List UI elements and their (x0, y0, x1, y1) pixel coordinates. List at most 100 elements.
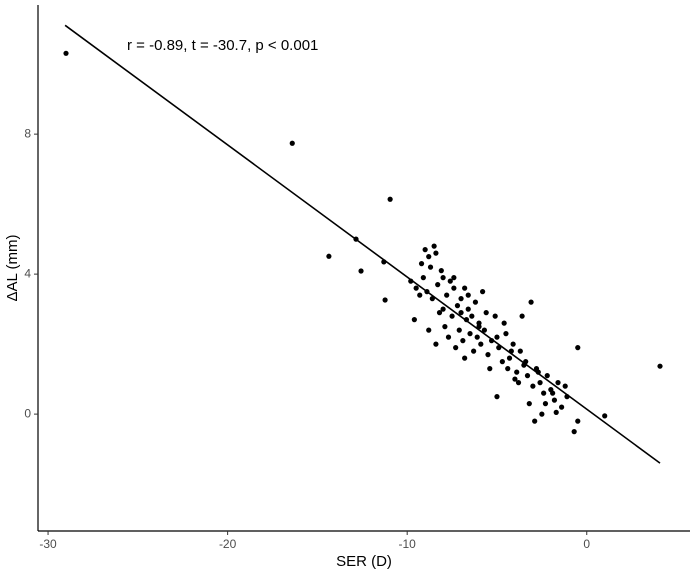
point (458, 296, 464, 302)
point (438, 268, 444, 274)
y-tick-label: 8 (24, 126, 31, 140)
point (506, 355, 513, 361)
point (462, 285, 468, 291)
point (456, 327, 462, 333)
point (469, 313, 475, 319)
point (445, 334, 452, 340)
point (553, 409, 559, 415)
point (435, 282, 441, 288)
point (447, 278, 453, 284)
point (472, 299, 479, 305)
point (602, 413, 608, 419)
point (417, 292, 423, 298)
point (539, 411, 545, 417)
point (465, 306, 471, 312)
point (476, 324, 482, 330)
point (519, 313, 525, 319)
point (478, 341, 484, 347)
point (487, 366, 493, 372)
point (433, 250, 439, 256)
point (496, 345, 502, 351)
point (381, 259, 387, 265)
point (551, 397, 558, 403)
x-tick-label: 0 (583, 537, 590, 551)
point (326, 253, 332, 259)
x-axis-title: SER (D) (336, 553, 392, 570)
point (515, 380, 522, 386)
point (517, 348, 523, 354)
point (480, 289, 486, 295)
point (63, 50, 69, 56)
point (440, 306, 446, 312)
point (424, 289, 430, 295)
point (427, 264, 434, 270)
point (535, 369, 541, 375)
point (481, 327, 487, 333)
y-axis-title: ΔAL (mm) (4, 235, 21, 302)
point (458, 310, 464, 316)
point (483, 310, 489, 316)
fit-line (64, 24, 661, 464)
point (418, 261, 425, 267)
point (449, 313, 455, 319)
point (426, 254, 432, 260)
point (474, 334, 480, 340)
point (571, 429, 577, 435)
point (289, 140, 295, 146)
point (523, 359, 529, 365)
point (426, 327, 432, 333)
x-tick-label: -10 (399, 537, 417, 551)
point (358, 268, 364, 274)
point (537, 380, 543, 386)
point (494, 334, 500, 340)
point (542, 401, 549, 407)
point (467, 331, 473, 337)
point (512, 376, 518, 382)
point (465, 292, 471, 298)
point (460, 338, 466, 344)
point (408, 278, 414, 284)
point (494, 394, 500, 400)
point (471, 348, 477, 354)
y-tick-label: 4 (24, 266, 31, 280)
point (411, 317, 417, 323)
y-tick-label: 0 (24, 406, 31, 420)
point (463, 317, 470, 323)
point (420, 275, 426, 281)
point (541, 390, 547, 396)
point (564, 394, 570, 400)
point (431, 243, 437, 249)
point (422, 247, 428, 253)
point (387, 196, 393, 202)
point (488, 338, 495, 344)
point (562, 383, 568, 389)
point (559, 404, 565, 410)
point (436, 310, 443, 316)
point (510, 341, 516, 347)
point (524, 373, 531, 379)
point (503, 331, 509, 337)
point (353, 236, 359, 242)
point (526, 401, 532, 407)
point (453, 345, 459, 351)
point (462, 355, 468, 361)
point (485, 352, 491, 358)
x-tick-label: -20 (219, 537, 237, 551)
point (530, 383, 536, 389)
point (429, 296, 435, 302)
point (532, 418, 538, 424)
point (508, 348, 514, 354)
point (451, 275, 457, 281)
point (575, 418, 581, 424)
point (454, 303, 461, 309)
annotation: r = -0.89, t = -30.7, p < 0.001 (127, 37, 318, 54)
point (433, 341, 439, 347)
point (440, 275, 446, 281)
point (514, 369, 520, 375)
point (550, 390, 556, 396)
point (544, 373, 550, 379)
point (657, 363, 663, 369)
point (501, 320, 507, 326)
point (528, 299, 534, 305)
